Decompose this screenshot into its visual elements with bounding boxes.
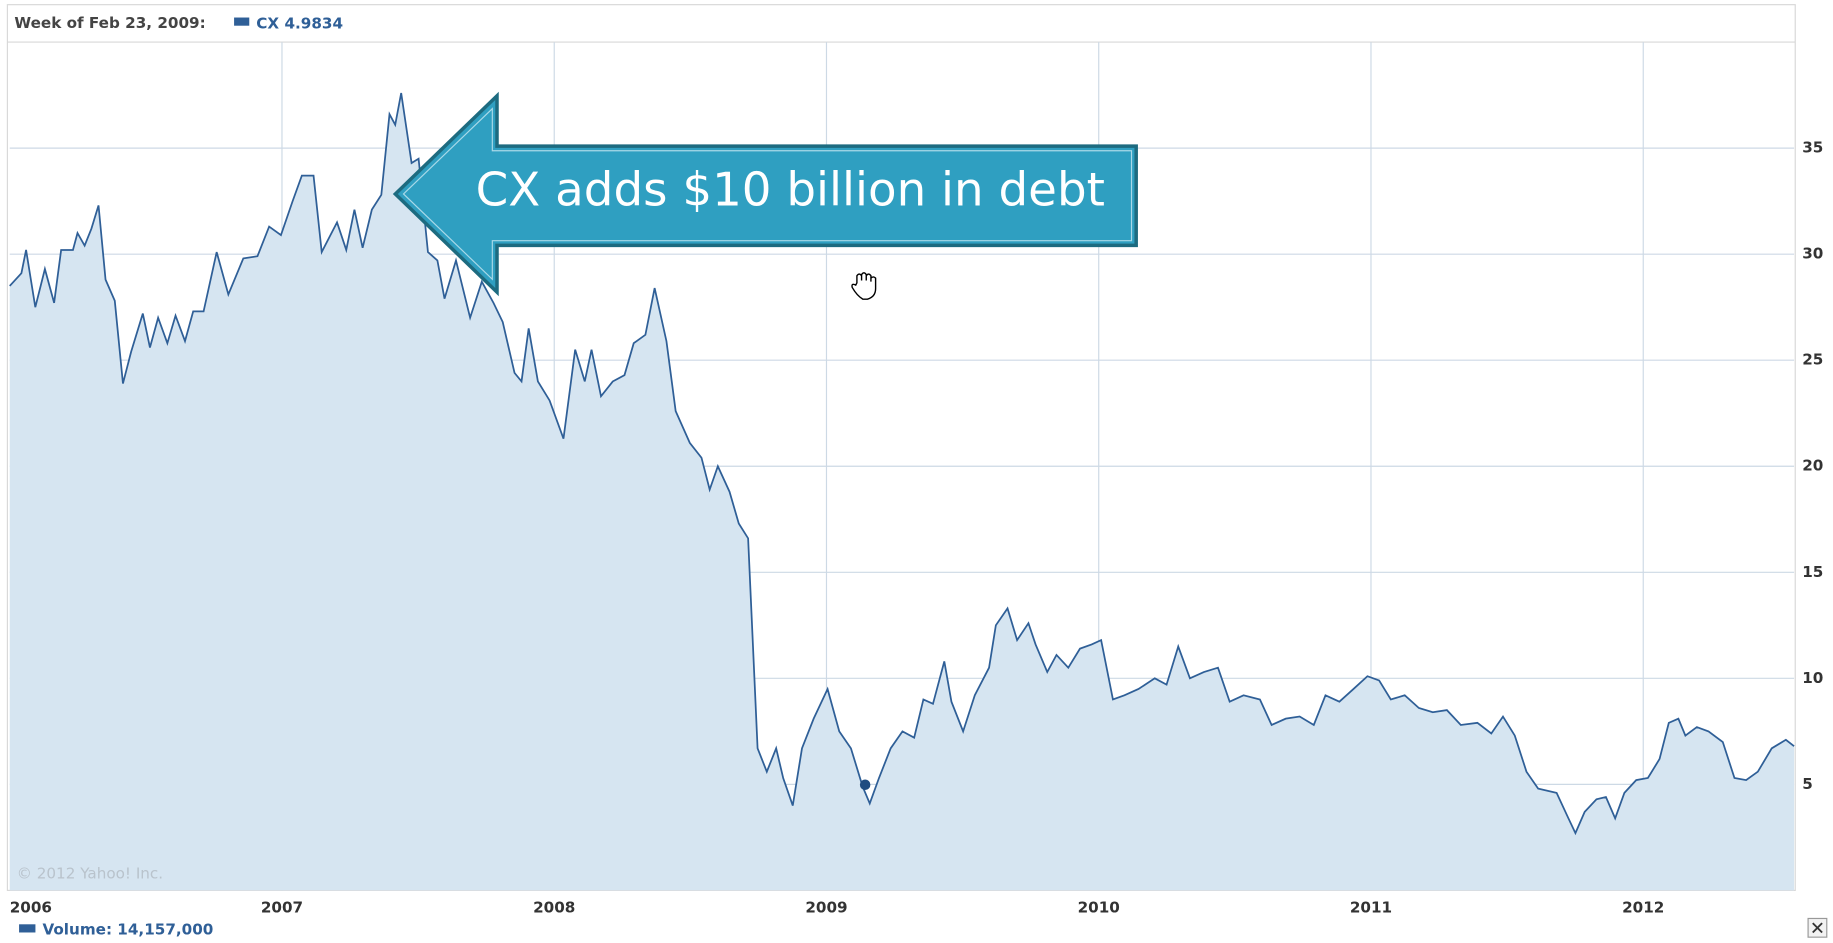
x-tick-label: 2010	[1078, 898, 1120, 916]
callout-inner-border	[402, 107, 1133, 281]
legend-value: 4.9834	[284, 14, 343, 32]
x-tick-label: 2012	[1622, 898, 1664, 916]
y-tick-label: 5	[1802, 775, 1813, 793]
callout-arrow	[392, 91, 1138, 297]
legend-entry: CX 4.9834	[256, 14, 343, 32]
callout-text: CX adds $10 billion in debt	[476, 163, 1105, 217]
close-button[interactable]	[1807, 917, 1828, 938]
callout: CX adds $10 billion in debt	[392, 91, 1138, 297]
copyright: © 2012 Yahoo! Inc.	[17, 865, 163, 883]
y-tick-label: 10	[1802, 669, 1823, 687]
x-tick-label: 2006	[10, 898, 52, 916]
close-icon	[1812, 922, 1823, 934]
y-tick-label: 25	[1802, 351, 1823, 369]
y-tick-label: 35	[1802, 139, 1823, 157]
legend-swatch	[234, 17, 250, 26]
cursor	[851, 272, 877, 300]
hover-date: Week of Feb 23, 2009:	[14, 14, 205, 32]
hover-point	[859, 779, 871, 790]
price-line	[9, 92, 1795, 836]
volume-swatch	[19, 924, 36, 933]
y-tick-label: 20	[1802, 457, 1823, 475]
y-tick-label: 15	[1802, 563, 1823, 581]
x-tick-label: 2008	[533, 898, 575, 916]
legend-name: CX	[256, 14, 279, 32]
area	[9, 93, 1795, 891]
x-tick-label: 2007	[261, 898, 303, 916]
volume-label: Volume: 14,157,000	[42, 921, 213, 939]
y-tick-label: 30	[1802, 245, 1823, 263]
x-tick-label: 2011	[1350, 898, 1392, 916]
hand-cursor	[851, 272, 877, 300]
x-tick-label: 2009	[805, 898, 847, 916]
